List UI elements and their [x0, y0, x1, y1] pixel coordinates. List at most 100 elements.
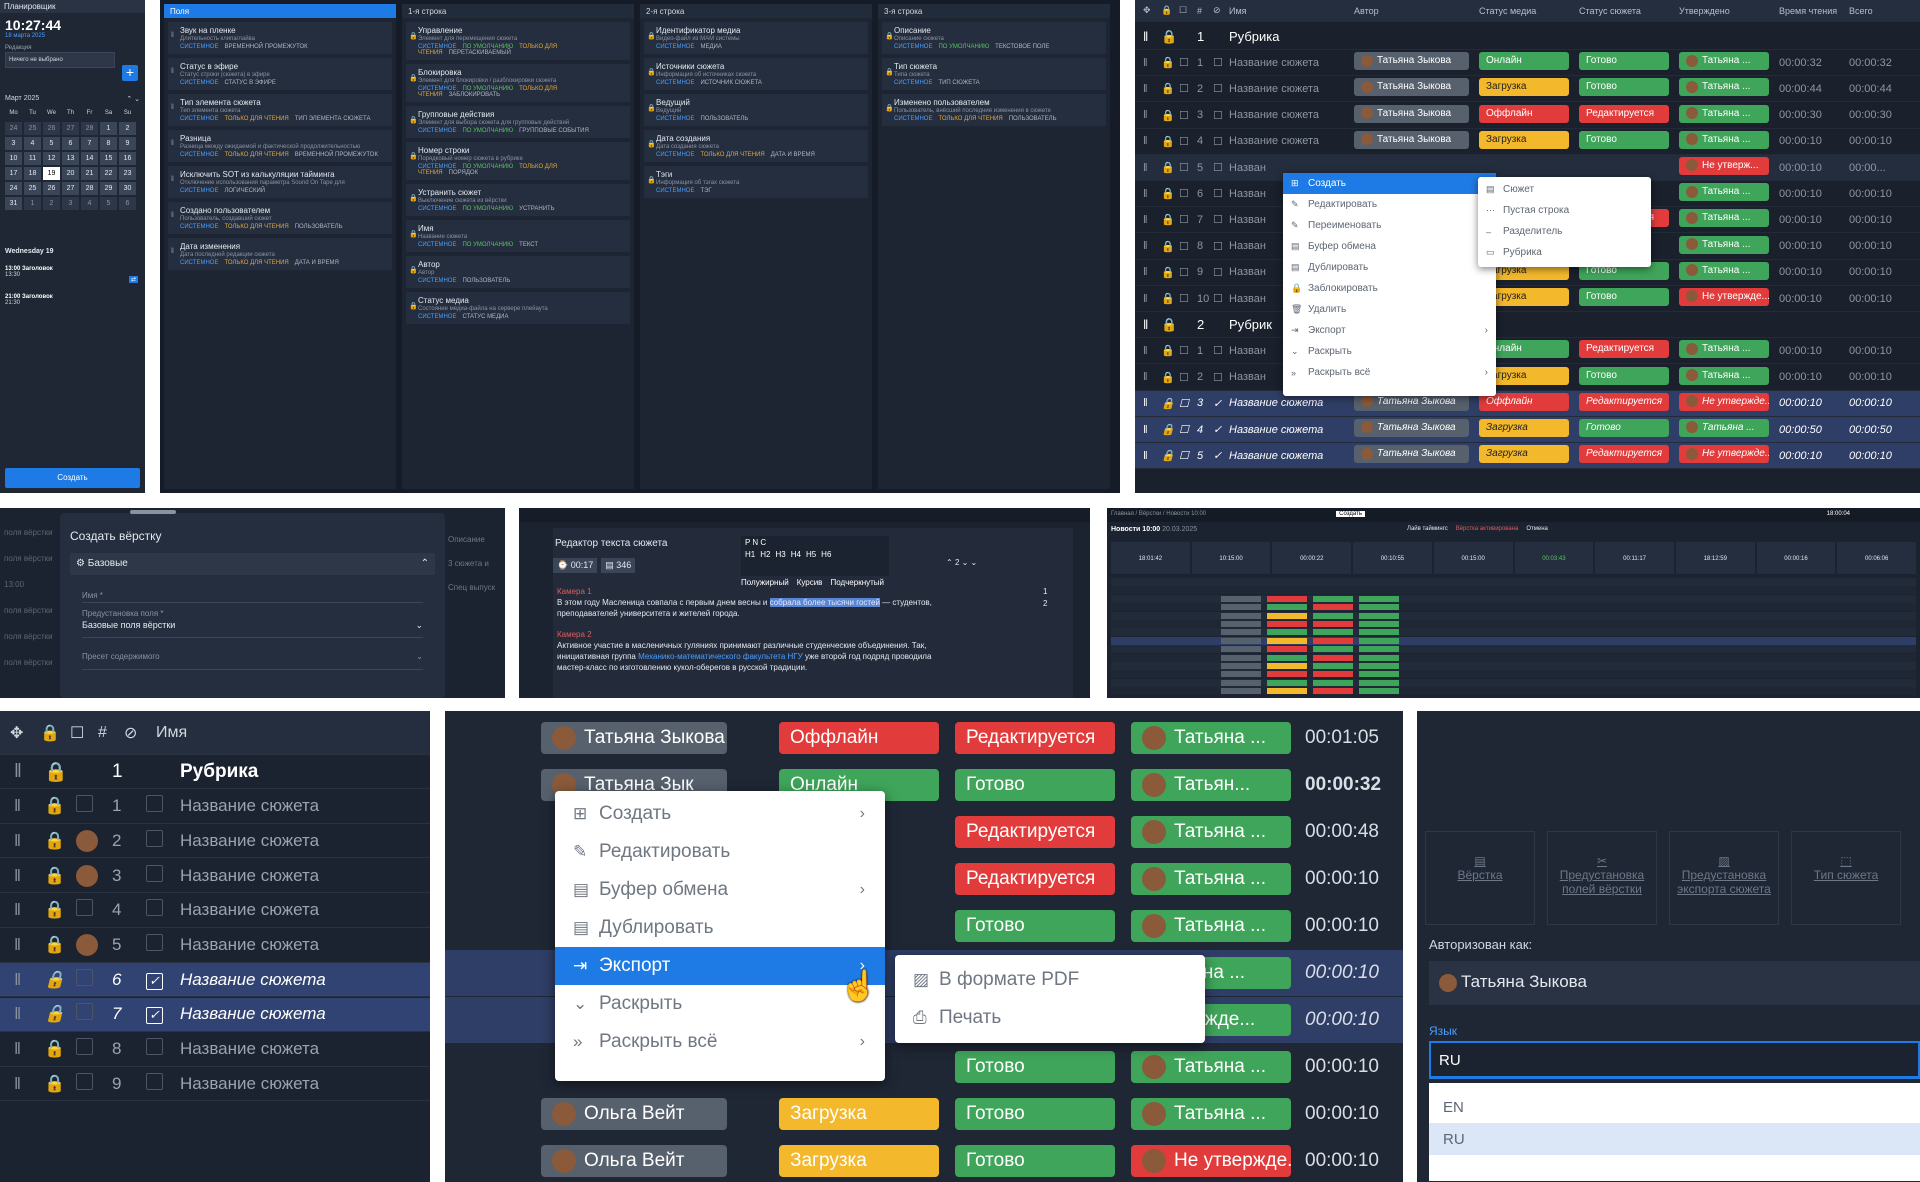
menu-item-0[interactable]: ⊞Создать› [1283, 173, 1496, 194]
story-name[interactable]: Название сюжета [180, 1039, 320, 1059]
calendar-day[interactable]: 19 [43, 167, 60, 180]
table-row[interactable]: Редактируется Татьяна ... 00:00:10 [445, 856, 1403, 902]
appr-pill[interactable]: Татьяна ... [1679, 78, 1769, 97]
create-button[interactable]: Создать [5, 468, 140, 488]
submenu-item-2[interactable]: – Разделитель [1486, 226, 1563, 237]
approved-pill[interactable]: Татьяна ... [1131, 863, 1291, 895]
lock-icon[interactable]: 🔒 [1161, 450, 1175, 463]
calendar-day[interactable]: 28 [81, 122, 98, 135]
table-row[interactable]: ‖ 🔒 7 ✓ Название сюжета [0, 997, 430, 1032]
table-row[interactable]: ‖ 🔒 2 Рубрик [1135, 312, 1920, 339]
drag-handle-icon[interactable]: ‖ [171, 68, 174, 75]
drag-icon[interactable]: ‖ [1143, 397, 1148, 410]
heading-button[interactable]: H4 [790, 550, 801, 559]
approved-pill[interactable]: Не утвержде... [1131, 1145, 1291, 1177]
table-row[interactable]: ‖ 🔒 ☐ 3 ✓ Название сюжета Татьяна Зыкова Оффлай… [1135, 390, 1920, 417]
story-name[interactable]: Название сюжета [180, 1073, 320, 1093]
drag-icon[interactable]: ‖ [1143, 423, 1148, 436]
drag-icon[interactable]: ‖ [1143, 56, 1148, 69]
lock-icon[interactable]: 🔒 [44, 969, 66, 989]
tile-story-type[interactable]: ⬚ Тип сюжета [1791, 831, 1901, 925]
author-pill[interactable]: Татьяна Зыкова [1354, 392, 1469, 411]
mini-row[interactable] [1111, 586, 1916, 595]
select-check[interactable]: ✓ [1213, 424, 1223, 436]
row-checkbox[interactable] [146, 829, 168, 852]
appr-pill[interactable]: Татьяна ... [1679, 235, 1769, 254]
lock-icon[interactable]: 🔒 [44, 1004, 66, 1024]
calendar-day[interactable]: 16 [119, 152, 136, 165]
drag-icon[interactable]: ‖ [1143, 292, 1148, 305]
approved-pill[interactable]: Татьяна ... [1131, 1051, 1291, 1083]
field-card[interactable]: 🔒 Блокировка Элемент для блокировки / разб… [406, 64, 630, 102]
appr-pill[interactable]: Татьяна ... [1679, 130, 1769, 149]
media-pill[interactable]: Онлайн [1479, 52, 1569, 71]
mini-row[interactable] [1111, 578, 1916, 586]
table-row[interactable]: ‖ 🔒 ☐ 1 ☐ Название сюжета Татьяна Зыкова Онлайн… [1135, 50, 1920, 77]
tile-field-presets[interactable]: ✂ Предустановка полей вёрстки [1547, 831, 1657, 925]
row-checkbox[interactable]: ☐ [1179, 57, 1189, 70]
table-row[interactable]: Ольга Вейт Загрузка Готово Не утвержде... 00… [445, 1138, 1403, 1182]
calendar-day[interactable]: 10 [5, 152, 22, 165]
media-pill[interactable]: Загрузка [1479, 419, 1569, 437]
calendar-day[interactable]: 15 [100, 152, 117, 165]
drag-icon[interactable]: ‖ [14, 796, 22, 816]
appr-pill[interactable]: Татьяна ... [1679, 104, 1769, 123]
drag-icon[interactable]: ‖ [1143, 317, 1149, 333]
field-card[interactable]: ‖ Разница Разница между ожидаемой и фактич… [168, 130, 392, 162]
table-row[interactable]: ‖ 🔒 1 Название сюжета [0, 790, 430, 824]
field-card[interactable]: ‖ Статус в эфире Статус строки (сюжета) в … [168, 58, 392, 90]
row-checkbox[interactable]: ☐ [1179, 214, 1189, 227]
field-card[interactable]: 🔒 Автор Автор СИСТЕМНОЕ ПОЛЬЗОВАТЕЛЬ [406, 256, 630, 288]
story-name[interactable]: Назван [1229, 292, 1266, 305]
lock-icon[interactable]: 🔒 [1161, 214, 1175, 227]
menu-item-9[interactable]: » Раскрыть всё › [1291, 367, 1488, 378]
status-pill[interactable]: Редактируется [955, 722, 1115, 754]
event-item[interactable]: 13:00 Заголовок 13:30 ⇄ [5, 266, 138, 283]
drag-icon[interactable]: ‖ [1143, 135, 1148, 148]
table-row[interactable]: ‖ 🔒 ☐ 4 ✓ Название сюжета Татьяна Зыкова Загруз… [1135, 417, 1920, 443]
event-item[interactable]: 21:00 Заголовок 21:30 [5, 294, 53, 306]
lock-icon[interactable]: 🔒 [1161, 316, 1178, 332]
row-checkbox[interactable]: ☐ [1179, 266, 1189, 279]
lock-icon[interactable]: 🔒 [1161, 162, 1175, 174]
drag-handle-icon[interactable]: 🔒 [885, 69, 894, 76]
row-checkbox[interactable] [146, 795, 168, 817]
calendar-day[interactable]: 26 [43, 122, 60, 135]
row-checkbox[interactable] [146, 934, 168, 956]
story-name[interactable]: Назван [1229, 344, 1266, 357]
row-checkbox[interactable]: ☐ [1179, 162, 1189, 174]
menu-item-4[interactable]: ▤ Дублировать [1291, 262, 1369, 273]
story-name[interactable]: Название сюжета [1229, 109, 1319, 122]
drag-icon[interactable]: ‖ [14, 900, 22, 920]
row-checkbox[interactable] [146, 864, 168, 887]
row-checkbox[interactable]: ☐ [1179, 371, 1189, 384]
content-preset-select[interactable]: Пресет содержимого ⌄ [82, 652, 423, 670]
drag-handle-icon[interactable]: ‖ [171, 212, 174, 219]
drag-handle-icon[interactable]: 🔒 [647, 177, 656, 184]
status-pill[interactable]: Готово [1579, 130, 1669, 149]
menu-item-5[interactable]: ⌄ Раскрыть [573, 993, 683, 1014]
mini-row[interactable] [1111, 611, 1916, 620]
calendar-day[interactable]: 21 [81, 167, 98, 180]
calendar-day[interactable]: 4 [81, 197, 98, 210]
drag-icon[interactable]: ‖ [1143, 161, 1148, 174]
lock-icon[interactable]: 🔒 [1161, 28, 1178, 44]
field-card[interactable]: 🔒 Тэги Информация об тэгах сюжета СИСТЕМНОЕ… [644, 166, 868, 198]
calendar-day[interactable]: 28 [81, 182, 98, 195]
lock-icon[interactable]: 🔒 [44, 1039, 66, 1059]
lock-icon[interactable]: 🔒 [44, 1073, 66, 1093]
drag-handle-icon[interactable]: ‖ [171, 140, 174, 147]
story-name[interactable]: Название сюжета [180, 796, 320, 816]
story-name[interactable]: Название сюжета [180, 935, 320, 954]
status-pill[interactable]: Редактируется [1579, 340, 1669, 359]
field-card[interactable]: 🔒 Тип сюжета Типа сюжета СИСТЕМНОЕ ТИП СЮЖЕТ… [882, 58, 1106, 90]
lock-icon[interactable]: 🔒 [1161, 345, 1175, 358]
heading-button[interactable]: H1 [745, 550, 756, 559]
row-checkbox[interactable] [146, 899, 168, 921]
menu-item-2[interactable]: ✎ Переименовать [1291, 220, 1382, 231]
calendar-day[interactable]: 22 [100, 167, 117, 180]
drag-handle-icon[interactable]: 🔒 [409, 33, 418, 40]
status-pill[interactable]: Редактируется [1579, 392, 1669, 411]
table-row[interactable]: ‖ 🔒 2 Название сюжета [0, 824, 430, 859]
add-button[interactable]: + [122, 65, 138, 81]
